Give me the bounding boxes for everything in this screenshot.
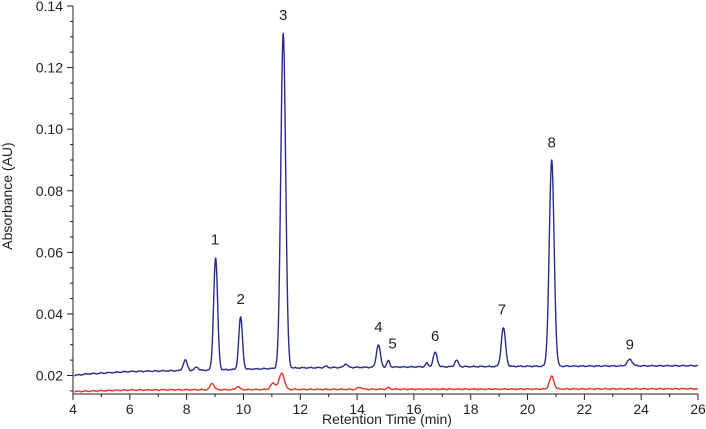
x-tick-label: 24 xyxy=(633,401,649,417)
x-tick-label: 20 xyxy=(520,401,536,417)
series-line-2 xyxy=(74,372,699,393)
x-tick-label: 16 xyxy=(406,401,422,417)
peak-label-4: 4 xyxy=(374,319,382,336)
x-tick-label: 14 xyxy=(349,401,365,417)
x-tick-label: 26 xyxy=(690,401,706,417)
y-tick-label: 0.10 xyxy=(36,121,63,137)
x-tick-label: 4 xyxy=(69,401,77,417)
peak-label-2: 2 xyxy=(236,291,244,308)
y-axis-ticks: 0.02 0.04 0.06 0.08 0.10 0.12 0.14 xyxy=(36,0,73,392)
x-axis-title: Retention Time (min) xyxy=(322,411,452,427)
x-tick-label: 8 xyxy=(183,401,191,417)
peak-label-7: 7 xyxy=(498,302,506,319)
peak-label-6: 6 xyxy=(431,328,439,345)
x-tick-label: 18 xyxy=(463,401,479,417)
y-tick-label: 0.14 xyxy=(36,0,63,14)
peak-label-5: 5 xyxy=(388,335,396,352)
y-tick-label: 0.04 xyxy=(36,306,63,322)
y-tick-label: 0.06 xyxy=(36,244,63,260)
series-line-1 xyxy=(74,32,699,377)
x-axis-ticks: 4 6 8 10 12 14 16 18 20 22 24 26 xyxy=(69,394,706,417)
peak-label-3: 3 xyxy=(279,7,287,24)
axes xyxy=(72,6,698,395)
peak-label-9: 9 xyxy=(626,336,634,353)
x-tick-label: 22 xyxy=(577,401,593,417)
y-tick-label: 0.08 xyxy=(36,183,63,199)
peak-label-1: 1 xyxy=(211,232,219,249)
peak-label-8: 8 xyxy=(548,135,556,152)
x-tick-label: 6 xyxy=(126,401,134,417)
y-axis-title: Absorbance (AU) xyxy=(0,142,15,249)
x-tick-label: 10 xyxy=(236,401,252,417)
y-tick-label: 0.02 xyxy=(36,368,63,384)
peak-labels: 1 2 3 45 6 7 8 9 xyxy=(211,7,634,353)
x-tick-label: 12 xyxy=(292,401,308,417)
plot-area xyxy=(74,32,699,393)
y-tick-label: 0.12 xyxy=(36,60,63,76)
